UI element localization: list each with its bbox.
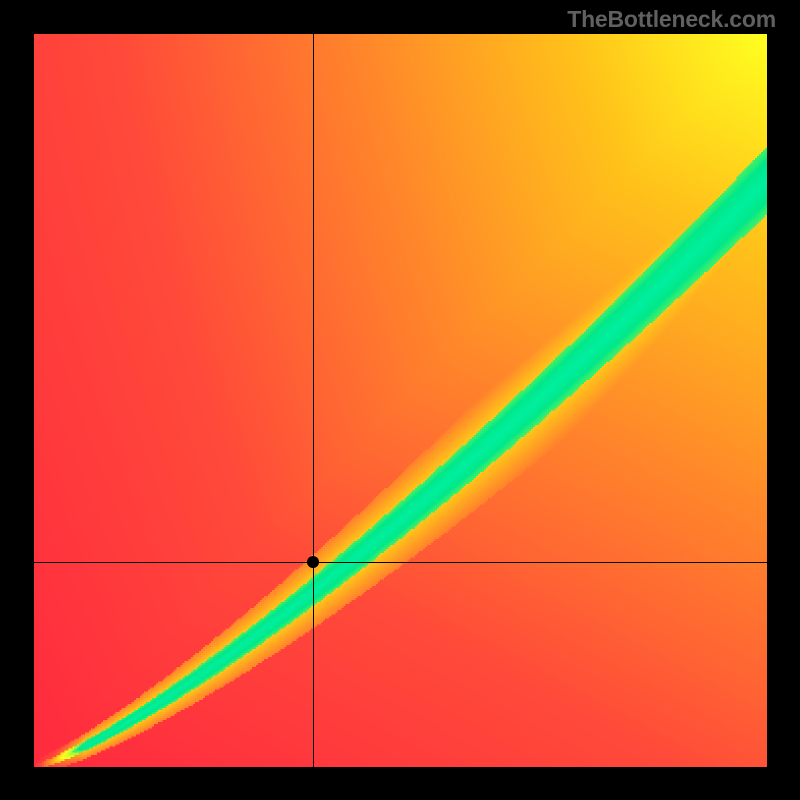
crosshair-vertical (313, 34, 314, 767)
heatmap-canvas (34, 34, 767, 767)
watermark-text: TheBottleneck.com (567, 6, 776, 33)
heatmap-plot (34, 34, 767, 767)
marker-dot (307, 556, 319, 568)
crosshair-horizontal (34, 562, 767, 563)
